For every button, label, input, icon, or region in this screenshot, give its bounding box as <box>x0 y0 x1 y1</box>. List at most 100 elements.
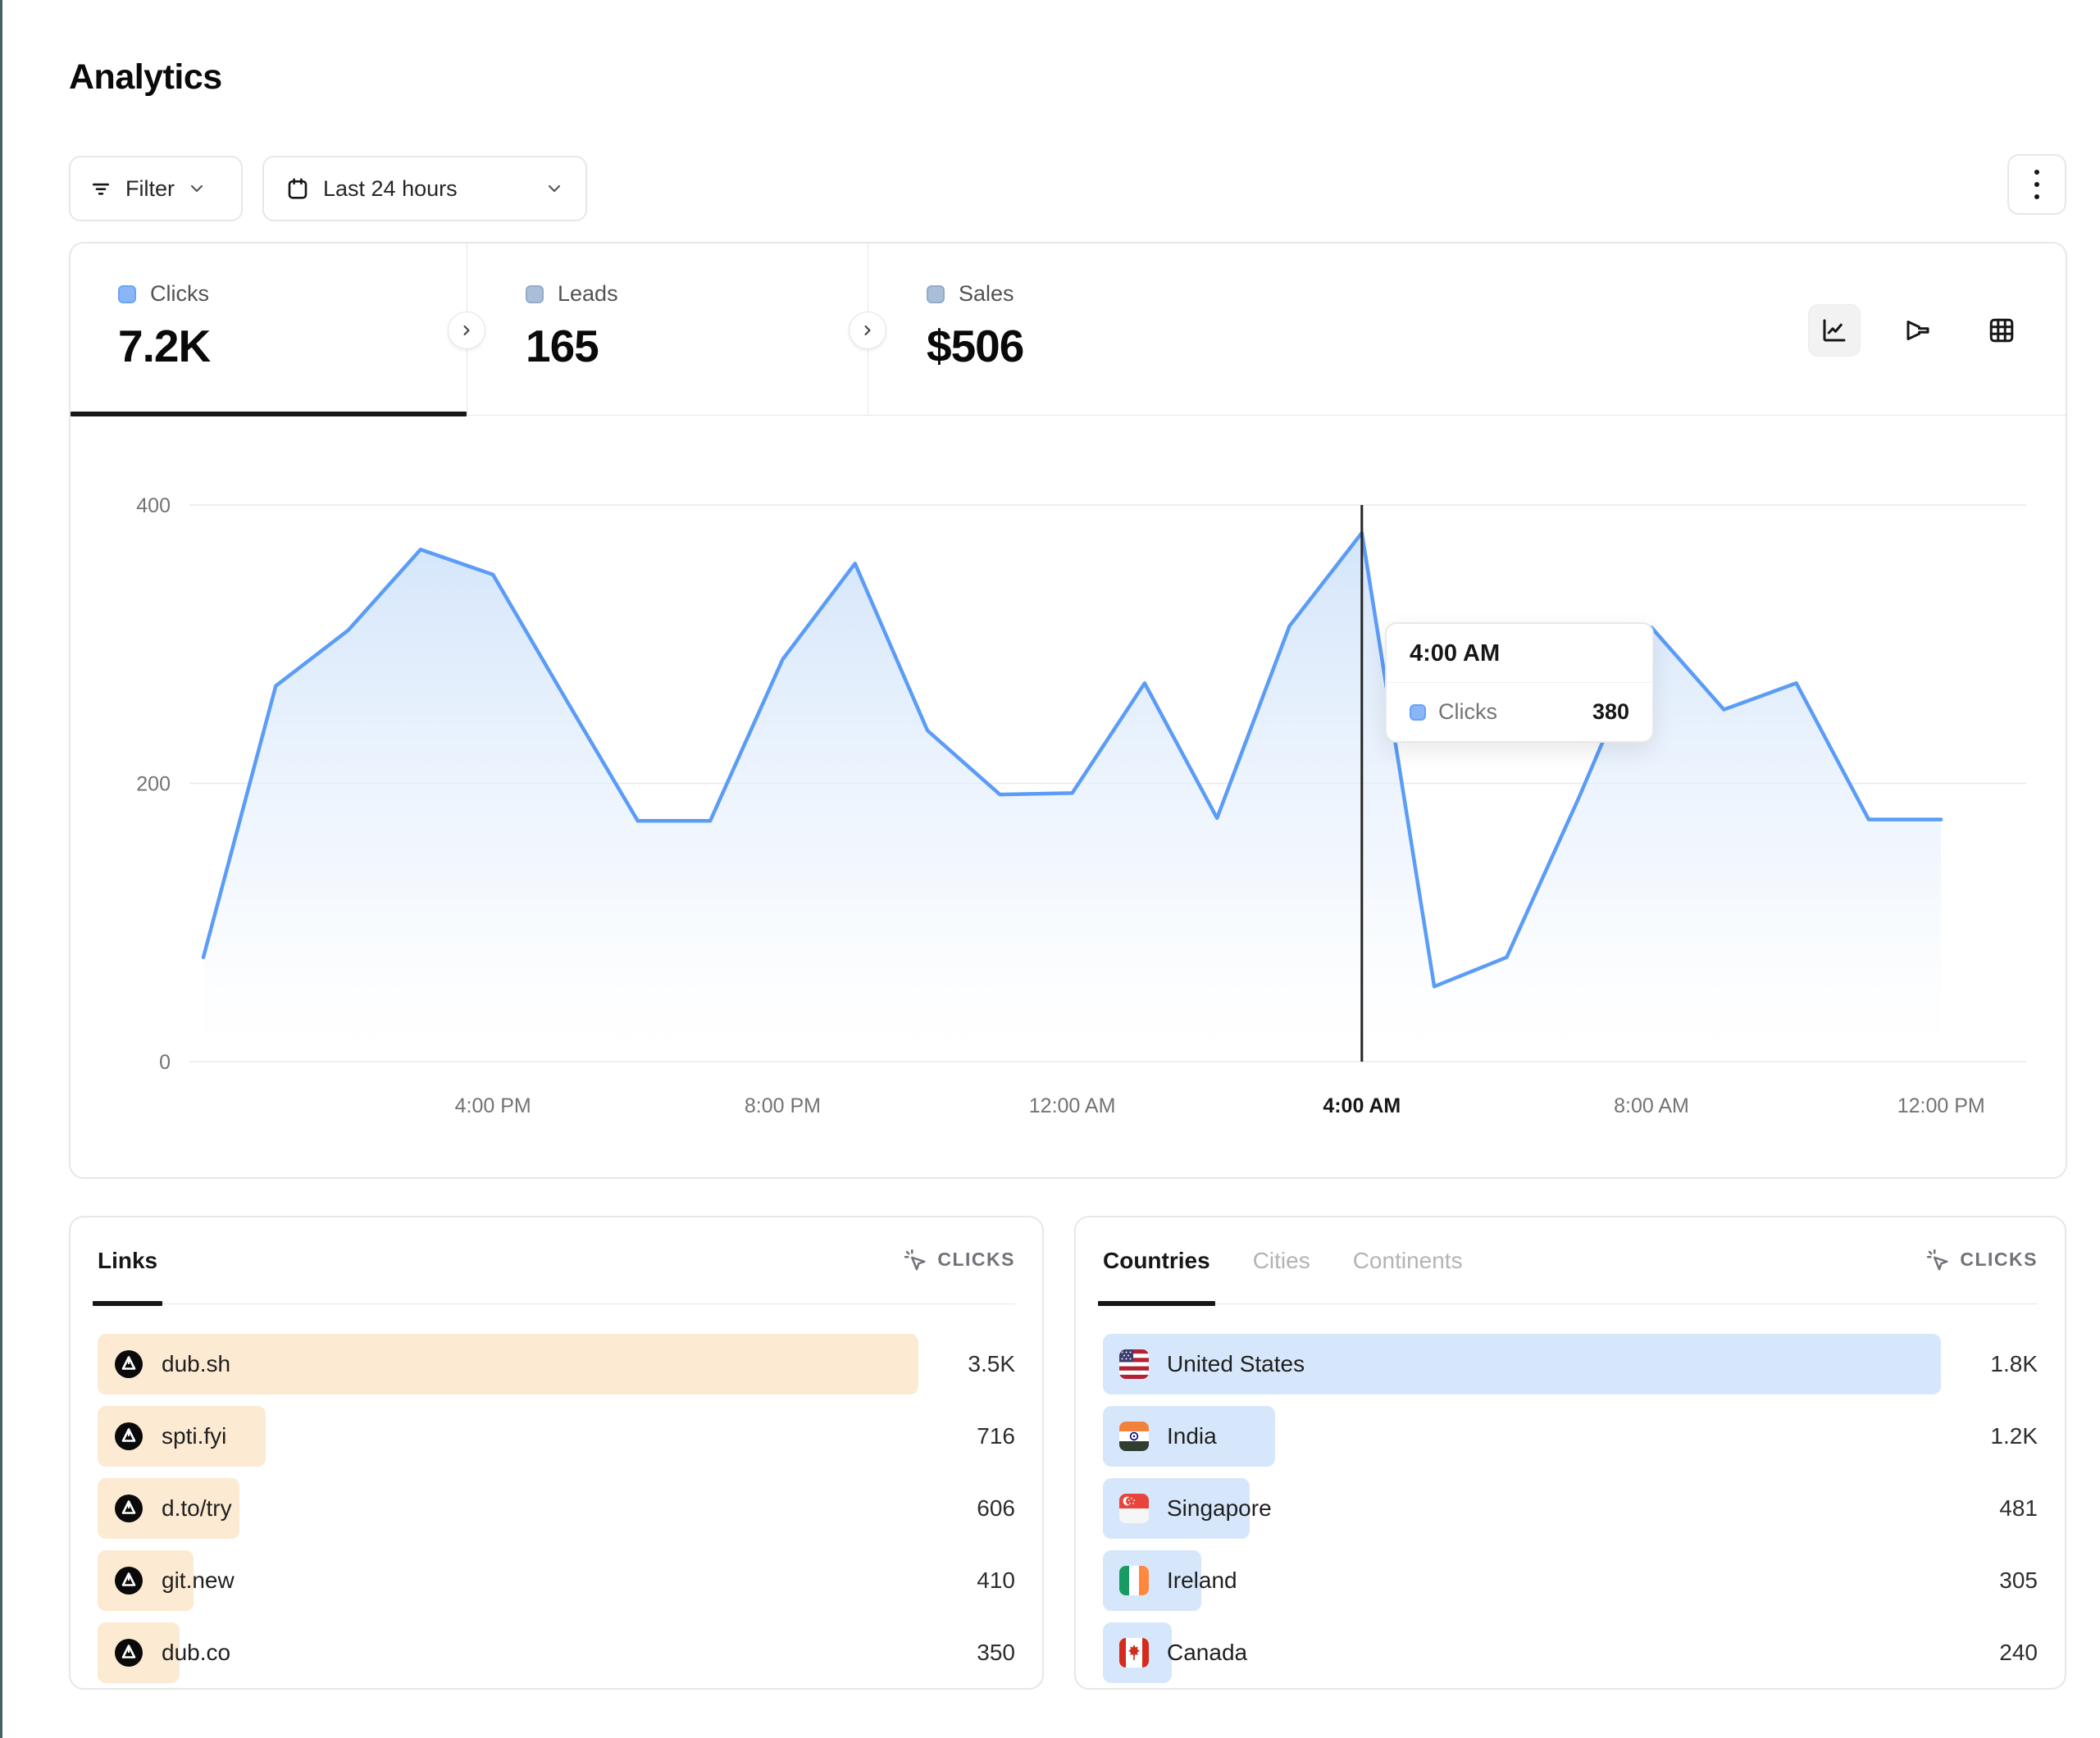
link-label: dub.co <box>162 1640 231 1665</box>
ireland-flag-icon <box>1119 1566 1149 1595</box>
tooltip-series-name: Clicks <box>1438 699 1497 724</box>
us-flag-icon <box>1119 1349 1149 1379</box>
country-label: Singapore <box>1167 1495 1272 1521</box>
kebab-dot <box>2034 170 2039 175</box>
country-row[interactable]: United States 1.8K <box>1103 1334 2038 1394</box>
canada-flag-icon <box>1119 1638 1149 1667</box>
tooltip-time: 4:00 AM <box>1387 624 1652 683</box>
geo-sort-label: CLICKS <box>1960 1249 2038 1270</box>
tooltip-series-swatch <box>1410 703 1426 721</box>
chevron-right-icon <box>864 325 871 335</box>
stat-tabs: Clicks 7.2K Leads 165 Sales $506 <box>71 243 2066 416</box>
tab-cities[interactable]: Cities <box>1253 1217 1310 1304</box>
dub-logo-icon <box>115 1495 143 1522</box>
svg-text:12:00 PM: 12:00 PM <box>1897 1094 1985 1117</box>
link-value: 716 <box>977 1423 1015 1449</box>
link-row[interactable]: d.to/try 606 <box>98 1478 1015 1539</box>
dub-logo-icon <box>115 1350 143 1378</box>
tab-sales[interactable]: Sales $506 <box>868 243 1269 415</box>
svg-text:200: 200 <box>136 773 171 796</box>
grid-icon <box>1989 318 2014 343</box>
table-view-button[interactable] <box>1975 304 2028 357</box>
country-label: United States <box>1167 1351 1305 1376</box>
analytics-card: Clicks 7.2K Leads 165 Sales $506 <box>69 242 2067 1179</box>
expand-leads-button[interactable] <box>448 312 485 349</box>
dub-logo-icon <box>115 1639 143 1667</box>
kebab-dot <box>2034 194 2039 199</box>
cursor-click-icon <box>904 1249 926 1270</box>
link-row[interactable]: git.new 410 <box>98 1550 1015 1611</box>
leads-legend-swatch <box>526 284 544 303</box>
india-flag-icon <box>1119 1422 1149 1451</box>
leads-value: 165 <box>526 321 599 371</box>
svg-text:8:00 PM: 8:00 PM <box>745 1094 821 1117</box>
date-range-label: Last 24 hours <box>323 175 458 201</box>
chart-view-switch <box>1808 304 2028 357</box>
value-bar <box>98 1334 918 1394</box>
window-edge-strip <box>0 0 2 1738</box>
leads-tab-label: Leads <box>558 281 618 306</box>
country-row[interactable]: Singapore 481 <box>1103 1478 2038 1539</box>
clicks-tab-label: Clicks <box>150 281 209 306</box>
country-label: India <box>1167 1423 1217 1449</box>
country-label: Ireland <box>1167 1567 1237 1593</box>
country-row[interactable]: Canada 240 <box>1103 1622 2038 1683</box>
link-row[interactable]: spti.fyi 716 <box>98 1406 1015 1467</box>
countries-tab-label: Countries <box>1103 1247 1210 1273</box>
svg-text:4:00 PM: 4:00 PM <box>455 1094 531 1117</box>
singapore-flag-icon <box>1119 1494 1149 1523</box>
link-row[interactable]: dub.co 350 <box>98 1622 1015 1683</box>
more-options-button[interactable] <box>2007 154 2066 215</box>
sales-tab-label: Sales <box>959 281 1014 306</box>
page-title: Analytics <box>69 57 222 97</box>
link-value: 410 <box>977 1567 1015 1593</box>
country-value: 1.2K <box>1990 1423 2038 1449</box>
funnel-view-button[interactable] <box>1892 304 1944 357</box>
link-label: d.to/try <box>162 1495 232 1521</box>
tab-leads[interactable]: Leads 165 <box>467 243 868 415</box>
link-label: git.new <box>162 1567 235 1593</box>
country-value: 1.8K <box>1990 1351 2038 1376</box>
country-value: 305 <box>1999 1567 2038 1593</box>
country-row[interactable]: India 1.2K <box>1103 1406 2038 1467</box>
value-bar <box>1103 1334 1941 1394</box>
svg-text:400: 400 <box>136 494 171 517</box>
active-tab-underline <box>71 412 467 416</box>
link-label: spti.fyi <box>162 1423 227 1449</box>
line-chart-view-button[interactable] <box>1808 304 1861 357</box>
expand-sales-button[interactable] <box>849 312 886 349</box>
links-panel: Links CLICKS dub.sh 3.5K spti.fyi 716 d.to/t… <box>69 1216 1044 1690</box>
country-value: 240 <box>1999 1640 2038 1665</box>
geo-sort-by-clicks[interactable]: CLICKS <box>1925 1217 2038 1304</box>
svg-text:4:00 AM: 4:00 AM <box>1323 1094 1401 1117</box>
tab-continents[interactable]: Continents <box>1353 1217 1463 1304</box>
kebab-dot <box>2034 182 2039 187</box>
link-value: 3.5K <box>968 1351 1015 1376</box>
country-row[interactable]: Ireland 305 <box>1103 1550 2038 1611</box>
tooltip-series-value: 380 <box>1592 699 1629 724</box>
link-row[interactable]: dub.sh 3.5K <box>98 1334 1015 1394</box>
link-value: 606 <box>977 1495 1015 1521</box>
country-value: 481 <box>1999 1495 2038 1521</box>
filter-button[interactable]: Filter <box>69 156 243 221</box>
tab-clicks[interactable]: Clicks 7.2K <box>71 243 467 416</box>
country-label: Canada <box>1167 1640 1248 1665</box>
continents-tab-label: Continents <box>1352 1247 1463 1273</box>
tab-links[interactable]: Links <box>92 1217 163 1306</box>
chevron-right-icon <box>463 325 470 335</box>
clicks-time-series-chart[interactable]: 0 200 400 4:00 PM 8:00 PM 12:00 AM 4:00 AM 8:00… <box>71 416 2069 1179</box>
value-bar <box>98 1550 194 1611</box>
chart-tooltip: 4:00 AM Clicks 380 <box>1385 622 1654 743</box>
svg-text:0: 0 <box>159 1051 171 1074</box>
cities-tab-label: Cities <box>1252 1247 1310 1273</box>
line-chart-icon <box>1823 319 1846 342</box>
filter-button-label: Filter <box>125 175 175 201</box>
filter-icon <box>89 176 113 201</box>
links-tab-label: Links <box>98 1247 158 1273</box>
sales-legend-swatch <box>927 284 945 303</box>
dub-logo-icon <box>115 1567 143 1595</box>
date-range-button[interactable]: Last 24 hours <box>262 156 587 221</box>
tab-countries[interactable]: Countries <box>1098 1217 1215 1306</box>
links-sort-by-clicks[interactable]: CLICKS <box>903 1217 1015 1304</box>
funnel-icon <box>1906 321 1929 340</box>
